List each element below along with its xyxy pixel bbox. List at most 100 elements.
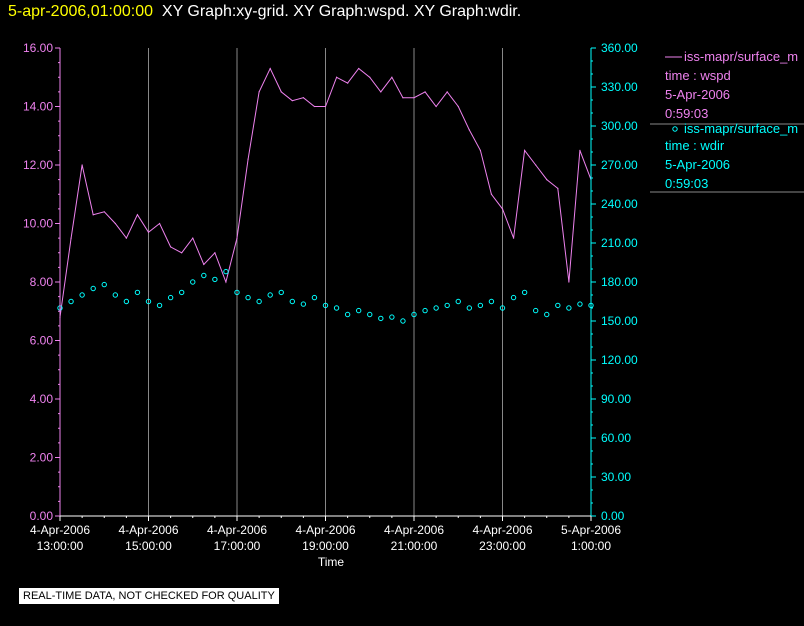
y-right-tick-label: 60.00 — [601, 431, 631, 445]
wspd-point — [369, 76, 371, 78]
wspd-point — [280, 91, 282, 93]
y-right-tick-label: 210.00 — [601, 236, 638, 250]
wdir-point — [256, 298, 262, 305]
graph-date: 5-apr-2006,01:00:00 — [8, 3, 153, 20]
wspd-point — [457, 105, 459, 108]
wspd-point — [225, 281, 227, 283]
wdir-point — [389, 314, 395, 320]
y-left-tick-label: 16.00 — [23, 41, 53, 55]
y-left-tick-label: 0.00 — [30, 509, 54, 523]
wdir-point — [499, 305, 506, 311]
wdir-point — [411, 311, 417, 318]
wdir-point — [123, 298, 130, 305]
wspd-point — [501, 208, 504, 210]
wspd-point — [335, 76, 338, 78]
wspd-point — [402, 97, 404, 99]
y-right-tick-label: 150.00 — [601, 314, 638, 328]
wspd-point — [158, 222, 161, 225]
wspd-point — [358, 67, 360, 70]
x-tick-time: 1:00:00 — [571, 539, 611, 553]
x-tick-date: 4-Apr-2006 — [30, 523, 90, 537]
wspd-point — [214, 252, 216, 254]
wspd-point — [302, 97, 304, 99]
wspd-point — [269, 67, 271, 70]
y-left-tick-label: 6.00 — [30, 334, 54, 348]
graph-title-bar: 5-apr-2006,01:00:00 XY Graph:xy-grid. XY… — [8, 3, 521, 21]
wspd-point — [468, 129, 470, 131]
y-right-tick-label: 30.00 — [601, 470, 631, 484]
wspd-point — [557, 187, 559, 189]
y-right-tick-label: 300.00 — [601, 119, 638, 133]
wdir-point — [278, 289, 284, 296]
wspd-point — [424, 91, 426, 93]
wdir-point — [112, 292, 119, 298]
legend-wspd-var: time : wspd — [665, 68, 731, 83]
x-tick-date: 4-Apr-2006 — [207, 523, 267, 537]
legend: iss-mapr/surface_m time : wspd 5-Apr-200… — [650, 49, 804, 193]
x-tick-date: 4-Apr-2006 — [472, 523, 532, 537]
wdir-point — [322, 302, 329, 309]
wdir-point — [134, 289, 141, 296]
legend-wspd-name: iss-mapr/surface_m — [684, 49, 798, 64]
x-tick-time: 23:00:00 — [479, 539, 526, 553]
y-right-tick-label: 330.00 — [601, 80, 638, 94]
y-left-tick-label: 4.00 — [30, 392, 54, 406]
wdir-point — [532, 307, 539, 314]
wdir-point — [355, 307, 362, 314]
wspd-point — [291, 100, 293, 102]
wdir-point — [289, 298, 296, 305]
wspd-point — [103, 211, 105, 213]
wdir-point — [190, 279, 196, 285]
wspd-point — [535, 164, 537, 166]
wdir-point — [267, 292, 273, 298]
wdir-point — [444, 302, 450, 309]
wspd-point — [81, 164, 83, 166]
wspd-point — [181, 252, 183, 254]
wdir-point — [488, 298, 495, 305]
wdir-point — [223, 268, 229, 275]
wdir-point — [212, 276, 218, 283]
x-tick-time: 15:00:00 — [125, 539, 172, 553]
wdir-point — [400, 318, 406, 324]
wspd-point — [490, 193, 493, 195]
wspd-point — [236, 237, 238, 239]
x-tick-time: 21:00:00 — [391, 539, 438, 553]
y-right-tick-label: 180.00 — [601, 275, 638, 289]
legend-wdir-var: time : wdir — [665, 138, 725, 153]
wdir-point — [344, 311, 351, 318]
y-right-tick-label: 240.00 — [601, 197, 638, 211]
wdir-point — [577, 301, 583, 307]
wdir-point — [178, 289, 185, 296]
x-axis-label: Time — [318, 555, 345, 569]
wspd-point — [391, 76, 393, 78]
quality-note: REAL-TIME DATA, NOT CHECKED FOR QUALITY — [19, 588, 279, 604]
wspd-point — [546, 179, 548, 181]
wdir-point — [101, 281, 107, 288]
wdir-point — [79, 292, 85, 298]
wdir-point — [422, 307, 428, 314]
wdir-point — [555, 302, 561, 309]
wdir-point — [433, 305, 439, 311]
wspd-point — [313, 105, 316, 108]
wspd-point — [413, 97, 415, 99]
y-left-tick-label: 10.00 — [23, 217, 53, 231]
wspd-point — [479, 149, 481, 151]
y-right-tick-label: 120.00 — [601, 353, 638, 367]
wspd-point — [192, 237, 194, 239]
chart-axes: 0.00 2.00 4.00 6.00 8.00 10.00 12.00 14.00 16.00… — [23, 41, 638, 553]
wdir-point — [521, 289, 528, 296]
wspd-point — [258, 91, 260, 93]
chart-grid — [59, 48, 592, 516]
wdir-point — [300, 301, 307, 307]
x-tick-time: 13:00:00 — [37, 539, 84, 553]
y-right-tick-label: 0.00 — [601, 509, 625, 523]
wdir-point — [201, 272, 207, 279]
x-tick-date: 4-Apr-2006 — [118, 523, 178, 537]
y-right-tick-label: 270.00 — [601, 158, 638, 172]
x-tick-date: 4-Apr-2006 — [384, 523, 444, 537]
x-tick-time: 19:00:00 — [302, 539, 349, 553]
wspd-point — [324, 105, 327, 108]
legend-wdir-swatch — [672, 126, 678, 132]
wdir-point — [333, 305, 340, 311]
